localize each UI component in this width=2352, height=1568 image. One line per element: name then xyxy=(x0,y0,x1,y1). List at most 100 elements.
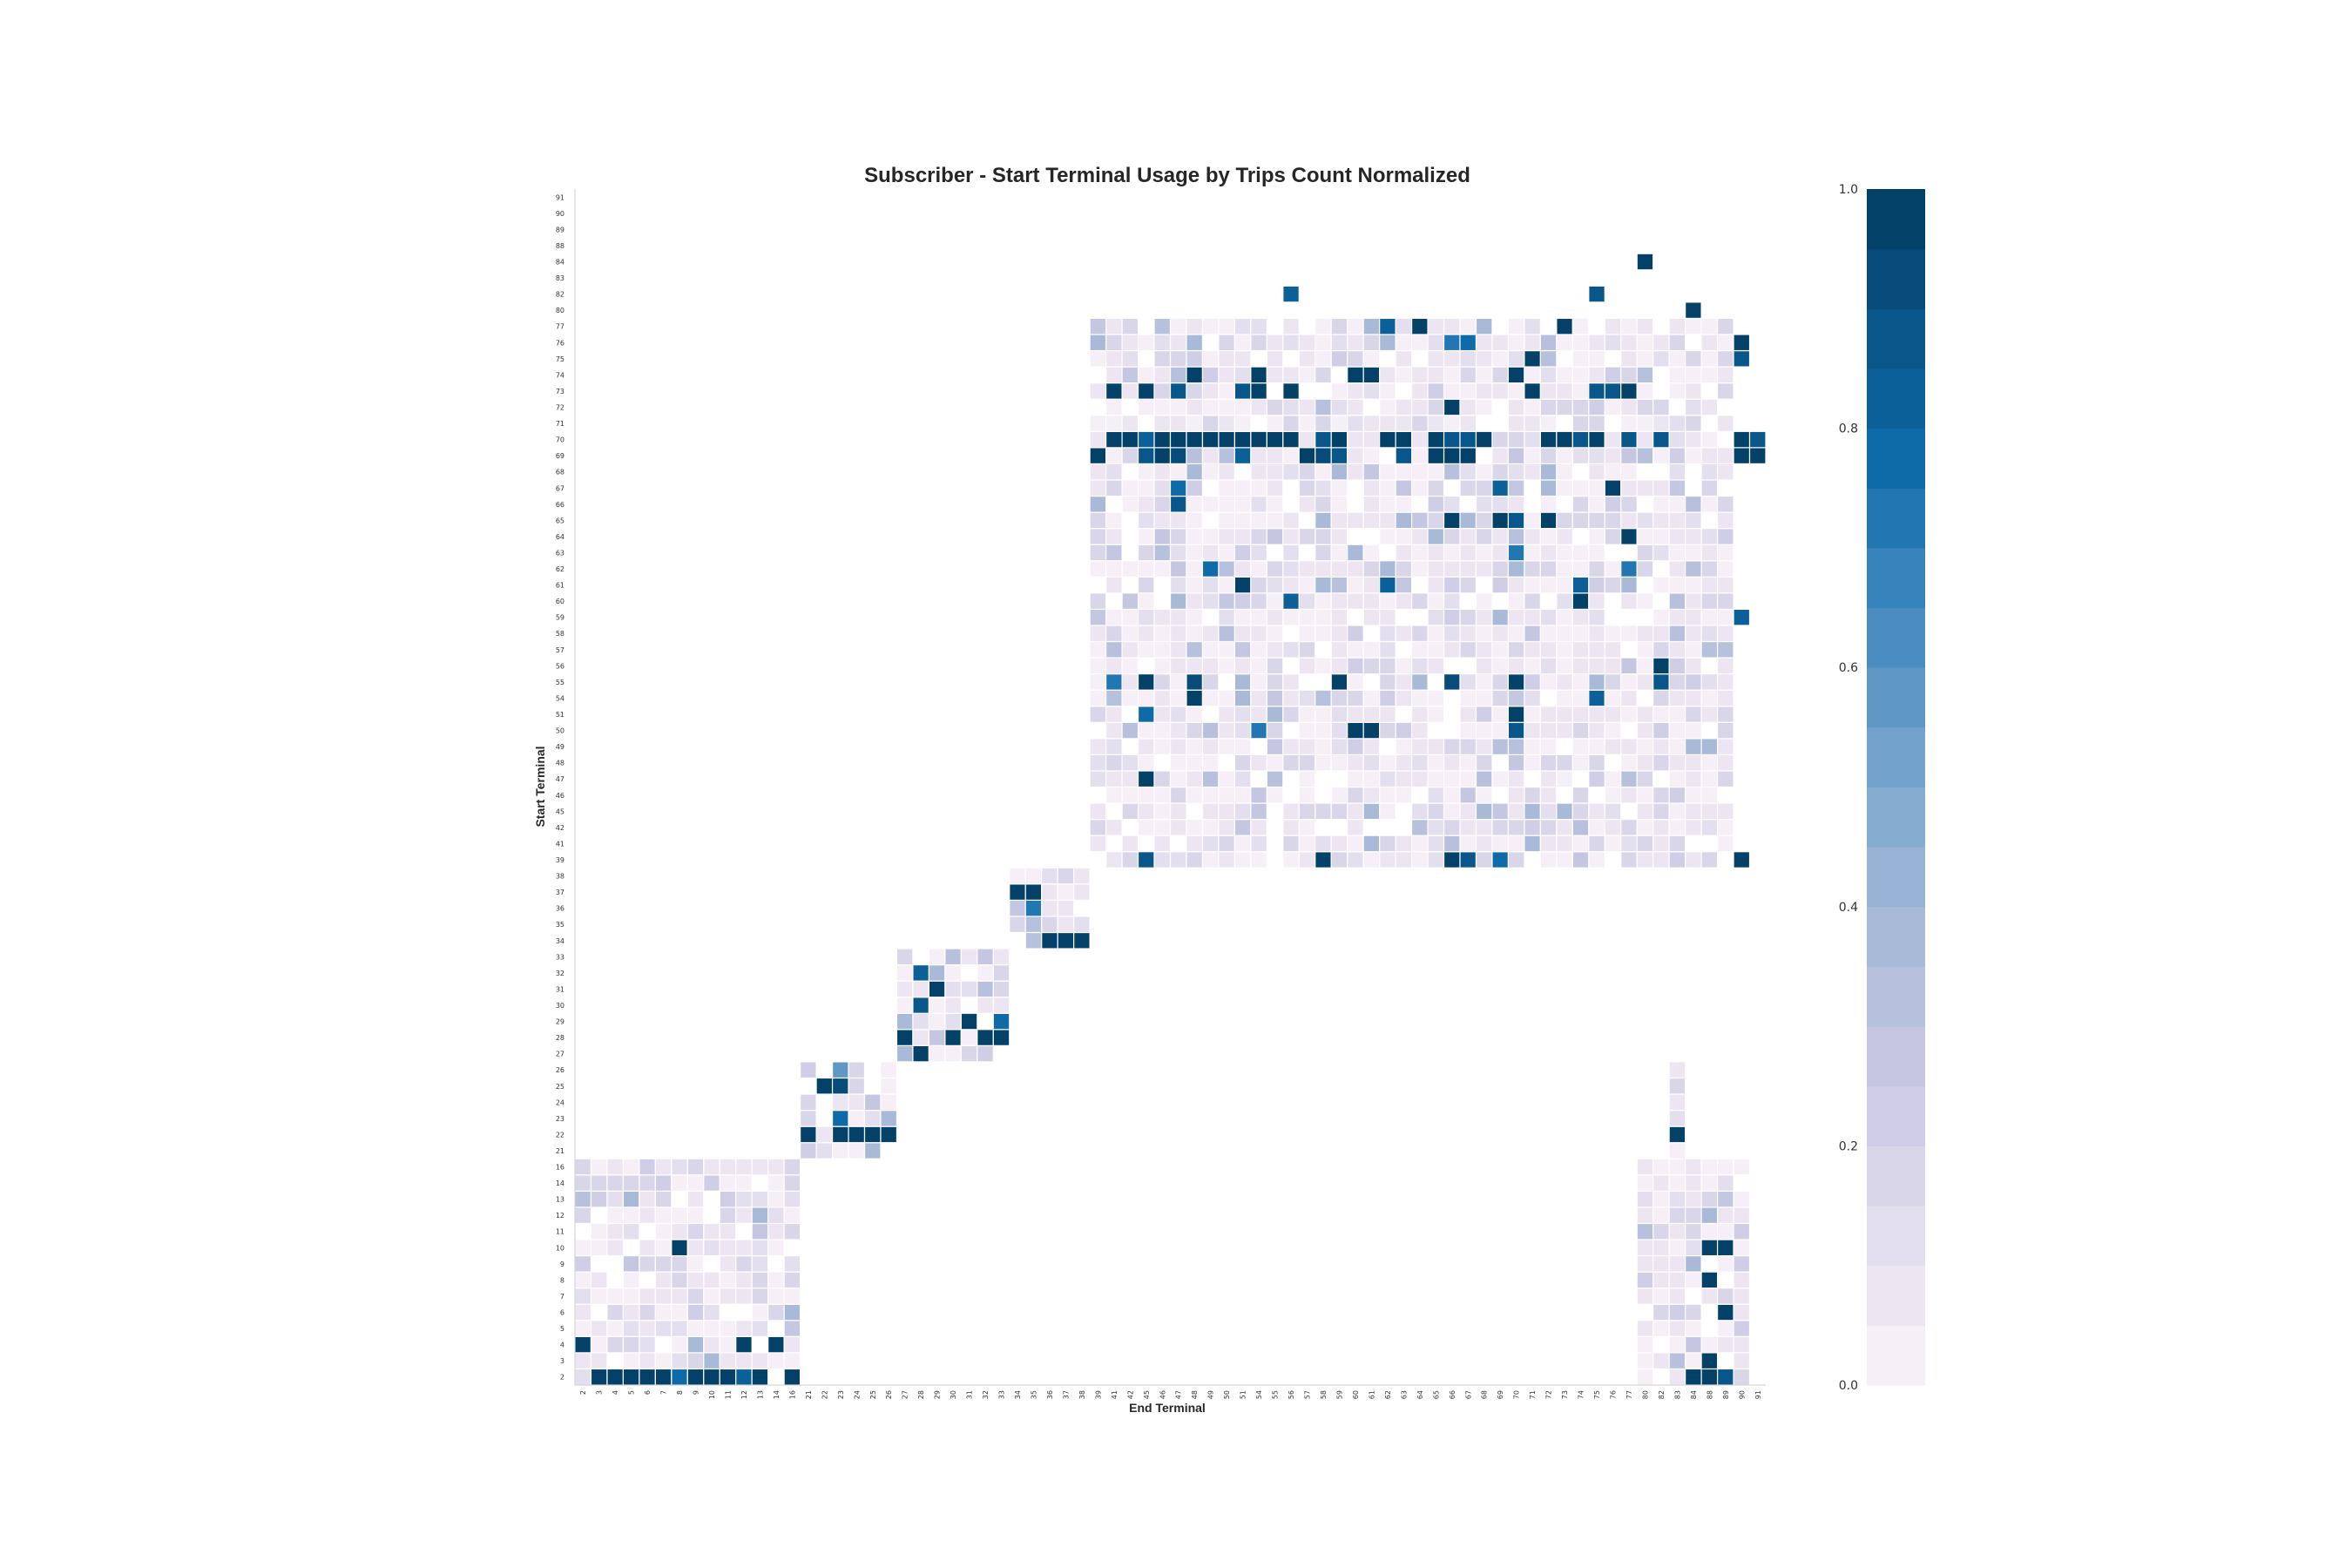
heatmap-cell xyxy=(1121,317,1139,335)
heatmap-cell xyxy=(1427,511,1445,530)
heatmap-cell xyxy=(1668,495,1686,513)
heatmap-cell xyxy=(1186,770,1204,788)
heatmap-cell xyxy=(1379,802,1396,821)
heatmap-cell xyxy=(1233,495,1252,513)
heatmap-cell xyxy=(1250,657,1267,675)
heatmap-cell xyxy=(1105,819,1123,836)
heatmap-cell xyxy=(1089,640,1107,659)
heatmap-cell xyxy=(1685,657,1702,675)
heatmap-cell xyxy=(1282,576,1300,594)
heatmap-cell xyxy=(751,1288,769,1305)
heatmap-cell xyxy=(1427,657,1445,675)
heatmap-cell xyxy=(1524,349,1541,368)
heatmap-cell xyxy=(1024,883,1043,901)
heatmap-cell xyxy=(992,980,1010,998)
heatmap-cell xyxy=(1716,382,1734,400)
heatmap-cell xyxy=(1716,1254,1734,1273)
heatmap-cell xyxy=(944,1044,962,1063)
heatmap-cell xyxy=(1571,625,1590,643)
heatmap-cell xyxy=(622,1206,640,1225)
heatmap-cell xyxy=(1298,657,1316,675)
heatmap-cell xyxy=(1556,317,1573,335)
heatmap-cell xyxy=(1668,608,1686,626)
heatmap-cell xyxy=(944,1012,962,1031)
heatmap-cell xyxy=(1186,349,1204,368)
y-tick-label: 56 xyxy=(556,662,564,670)
heatmap-cell xyxy=(1685,1368,1702,1386)
heatmap-cell xyxy=(1668,1320,1686,1337)
heatmap-cell xyxy=(1330,544,1348,562)
heatmap-cell xyxy=(1556,528,1573,545)
heatmap-cell xyxy=(1443,366,1461,384)
heatmap-cell xyxy=(1556,592,1573,610)
heatmap-cell xyxy=(1716,625,1734,643)
heatmap-cell xyxy=(1201,657,1220,675)
heatmap-cell xyxy=(1137,738,1155,755)
heatmap-cell xyxy=(1169,819,1187,836)
heatmap-cell xyxy=(1153,334,1172,352)
heatmap-cell xyxy=(1685,625,1702,643)
y-tick-label: 73 xyxy=(556,388,564,395)
heatmap-cell xyxy=(671,1174,688,1192)
heatmap-cell xyxy=(735,1352,753,1370)
heatmap-cell xyxy=(686,1222,705,1240)
heatmap-cell xyxy=(1652,819,1670,836)
heatmap-cell xyxy=(1636,754,1654,772)
heatmap-cell xyxy=(1250,528,1267,545)
heatmap-cell xyxy=(1556,802,1573,821)
heatmap-cell xyxy=(1250,382,1267,400)
heatmap-cell xyxy=(1604,819,1622,836)
heatmap-cell xyxy=(1491,560,1510,578)
heatmap-cell xyxy=(1652,1352,1670,1370)
heatmap-cell xyxy=(1685,544,1702,562)
heatmap-cell xyxy=(671,1368,688,1386)
heatmap-cell xyxy=(1427,835,1445,853)
heatmap-cell xyxy=(1201,317,1220,335)
heatmap-cell xyxy=(1395,770,1413,788)
heatmap-cell xyxy=(1073,883,1091,901)
heatmap-cell xyxy=(1636,1254,1654,1273)
heatmap-cell xyxy=(1556,576,1573,594)
heatmap-cell xyxy=(1539,511,1558,530)
heatmap-cell xyxy=(1524,528,1541,545)
heatmap-cell xyxy=(1266,689,1284,707)
x-tick-label: 10 xyxy=(708,1390,716,1399)
heatmap-cell xyxy=(1524,415,1541,432)
heatmap-cell xyxy=(1362,851,1381,868)
heatmap-cell xyxy=(1137,851,1155,868)
colorbar-segment xyxy=(1867,1325,1925,1386)
x-tick-label: 90 xyxy=(1738,1390,1746,1399)
x-tick-label: 16 xyxy=(788,1390,796,1399)
heatmap-cell xyxy=(574,1190,592,1208)
heatmap-cell xyxy=(671,1158,688,1176)
colorbar-segment xyxy=(1867,1206,1925,1267)
heatmap-cell xyxy=(1491,511,1510,530)
heatmap-cell xyxy=(1588,706,1605,723)
heatmap-cell xyxy=(1153,819,1172,836)
heatmap-cell xyxy=(1620,479,1638,497)
heatmap-cell xyxy=(1652,640,1670,659)
heatmap-cell xyxy=(1089,754,1107,772)
heatmap-cell xyxy=(1250,608,1267,626)
heatmap-cell xyxy=(1685,495,1702,513)
heatmap-cell xyxy=(1250,317,1267,335)
heatmap-cell xyxy=(1218,625,1235,643)
heatmap-cell xyxy=(1636,657,1654,675)
heatmap-cell xyxy=(735,1174,753,1192)
heatmap-cell xyxy=(1298,366,1316,384)
heatmap-cell xyxy=(719,1174,737,1192)
heatmap-cell xyxy=(880,1061,898,1079)
heatmap-cell xyxy=(1266,657,1284,675)
heatmap-cell xyxy=(1652,1158,1670,1176)
heatmap-cell xyxy=(1733,1352,1751,1370)
x-tick-label: 42 xyxy=(1126,1390,1134,1399)
heatmap-cell xyxy=(1410,398,1429,416)
heatmap-cell xyxy=(1250,334,1267,352)
heatmap-cell xyxy=(1298,706,1316,723)
heatmap-cell xyxy=(1716,447,1734,465)
heatmap-cell xyxy=(1089,608,1107,626)
heatmap-cell xyxy=(654,1222,672,1240)
heatmap-cell xyxy=(1571,835,1590,853)
heatmap-cell xyxy=(1700,317,1719,335)
heatmap-cell xyxy=(1137,544,1155,562)
